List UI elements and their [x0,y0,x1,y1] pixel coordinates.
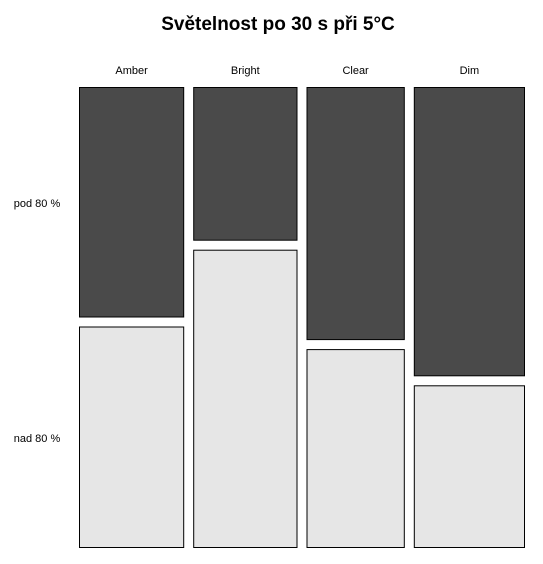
tile-dim-pod-80 [413,87,525,377]
level-labels: pod 80 % nad 80 % [14,198,61,445]
category-label-bright: Bright [231,65,260,77]
category-label-clear: Clear [342,65,369,77]
category-labels: Amber Bright Clear Dim [115,65,479,77]
tile-amber-pod-80 [79,87,185,318]
category-label-dim: Dim [460,65,480,77]
tile-bright-nad-80 [193,249,298,548]
tile-amber-nad-80 [79,326,185,548]
tile-dim-nad-80 [413,385,525,548]
tile-clear-nad-80 [306,349,405,548]
chart-title: Světelnost po 30 s při 5°C [161,14,395,35]
category-label-amber: Amber [115,65,148,77]
level-label-nad-80: nad 80 % [14,433,61,445]
tile-clear-pod-80 [306,87,405,341]
mosaic-tiles [79,87,525,548]
tile-bright-pod-80 [193,87,298,241]
level-label-pod-80: pod 80 % [14,198,61,210]
